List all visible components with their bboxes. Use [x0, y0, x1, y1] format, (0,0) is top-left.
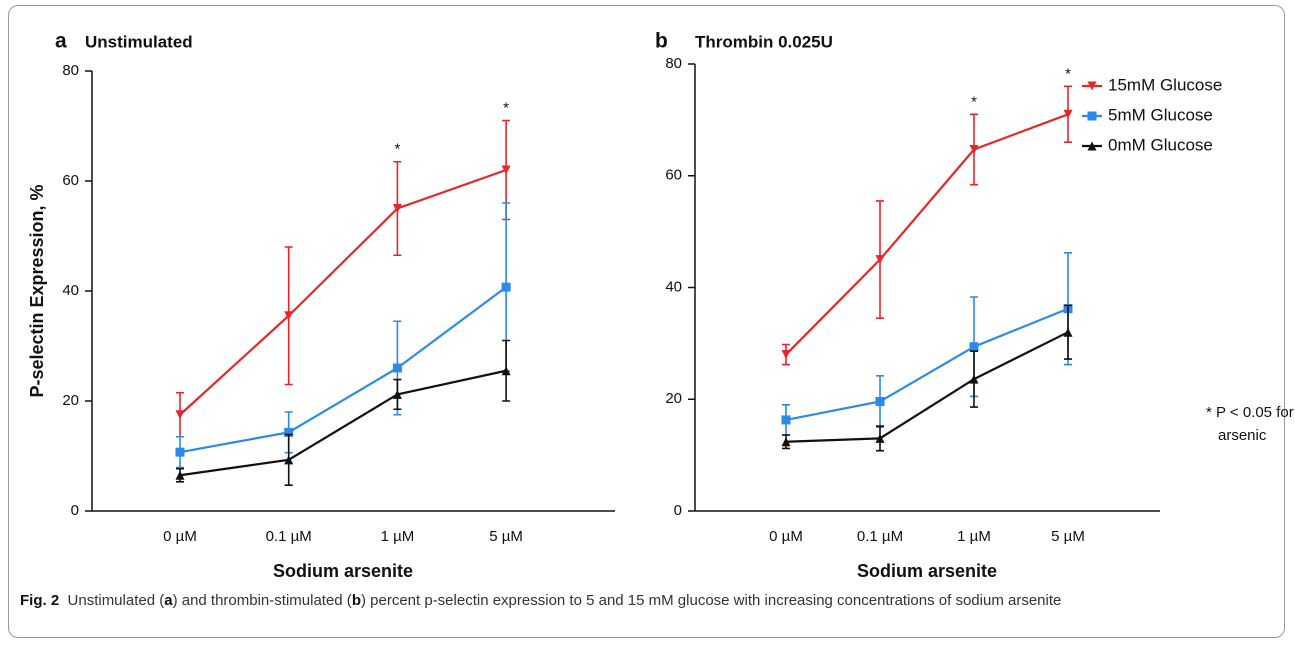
marker [969, 342, 979, 352]
series-line [785, 331, 1069, 443]
marker [781, 350, 791, 360]
x-tick-label: 0 µM [769, 528, 803, 545]
y-tick-label: 20 [62, 392, 79, 409]
y-tick-label: 0 [674, 502, 682, 519]
significance-mark: * [503, 99, 509, 116]
caption-panel: b [351, 592, 361, 609]
marker [875, 255, 885, 265]
legend-marker [1087, 81, 1097, 91]
y-tick-label: 60 [62, 172, 79, 189]
figure-frame [8, 5, 1285, 638]
marker [501, 165, 511, 175]
series-line [179, 286, 507, 454]
marker [284, 311, 294, 321]
marker [1063, 109, 1073, 119]
marker [392, 389, 402, 399]
y-tick-label: 20 [665, 390, 682, 407]
x-tick-label: 1 µM [381, 528, 415, 545]
panel-title: Unstimulated [85, 32, 193, 51]
legend-label: 5mM Glucose [1108, 105, 1213, 124]
series-line [785, 113, 1069, 356]
x-axis-label: Sodium arsenite [273, 561, 413, 581]
x-tick-label: 5 µM [489, 528, 523, 545]
legend-marker [1087, 141, 1097, 151]
series-line [179, 369, 507, 477]
marker [284, 455, 294, 465]
series-line [785, 307, 1069, 422]
marker [392, 363, 402, 373]
y-axis-label: P-selectin Expression, % [27, 184, 47, 397]
caption: Fig. 2 Unstimulated (a) and thrombin-sti… [20, 590, 1275, 612]
caption-text: ) and thrombin-stimulated ( [172, 592, 352, 609]
series-line [179, 168, 507, 416]
x-tick-label: 0.1 µM [266, 528, 312, 545]
marker [1063, 327, 1073, 337]
x-tick-label: 0.1 µM [857, 528, 903, 545]
marker [969, 144, 979, 154]
chart: a Unstimulated 0 20 40 60 80 0 µM 0.1 µM 1 µM 5 µM… [27, 30, 1295, 581]
marker [501, 366, 511, 376]
marker [875, 433, 885, 443]
legend-label: 15mM Glucose [1108, 75, 1222, 94]
x-tick-label: 1 µM [957, 528, 991, 545]
significance-mark: * [971, 93, 977, 110]
caption-text: Unstimulated ( [67, 592, 165, 609]
note: * P < 0.05 for comparison to 0µM [1206, 404, 1295, 421]
caption-panel: a [164, 592, 173, 609]
y-tick-label: 40 [665, 278, 682, 295]
note: arsenic [1218, 427, 1267, 444]
marker [969, 374, 979, 384]
y-tick-label: 80 [665, 55, 682, 72]
marker [875, 396, 885, 406]
y-tick-label: 60 [665, 167, 682, 184]
marker [781, 415, 791, 425]
legend-marker [1087, 111, 1097, 121]
x-tick-label: 0 µM [163, 528, 197, 545]
marker [175, 447, 185, 457]
y-tick-label: 40 [62, 282, 79, 299]
panel-label: a [55, 30, 67, 53]
panel-title: Thrombin 0.025U [695, 32, 833, 51]
panel-label: b [655, 30, 668, 53]
marker [392, 204, 402, 213]
caption-label: Fig. 2 [20, 592, 60, 609]
marker [781, 437, 791, 447]
y-tick-label: 80 [62, 62, 79, 79]
marker [501, 282, 511, 292]
significance-mark: * [394, 141, 400, 158]
caption-text: ) percent p-selectin expression to 5 and… [360, 592, 1062, 609]
x-axis-label: Sodium arsenite [857, 561, 997, 581]
marker [175, 470, 185, 480]
marker [175, 410, 185, 420]
x-tick-label: 5 µM [1051, 528, 1085, 545]
legend-label: 0mM Glucose [1108, 135, 1213, 154]
significance-mark: * [1065, 65, 1071, 82]
y-tick-label: 0 [71, 502, 79, 519]
